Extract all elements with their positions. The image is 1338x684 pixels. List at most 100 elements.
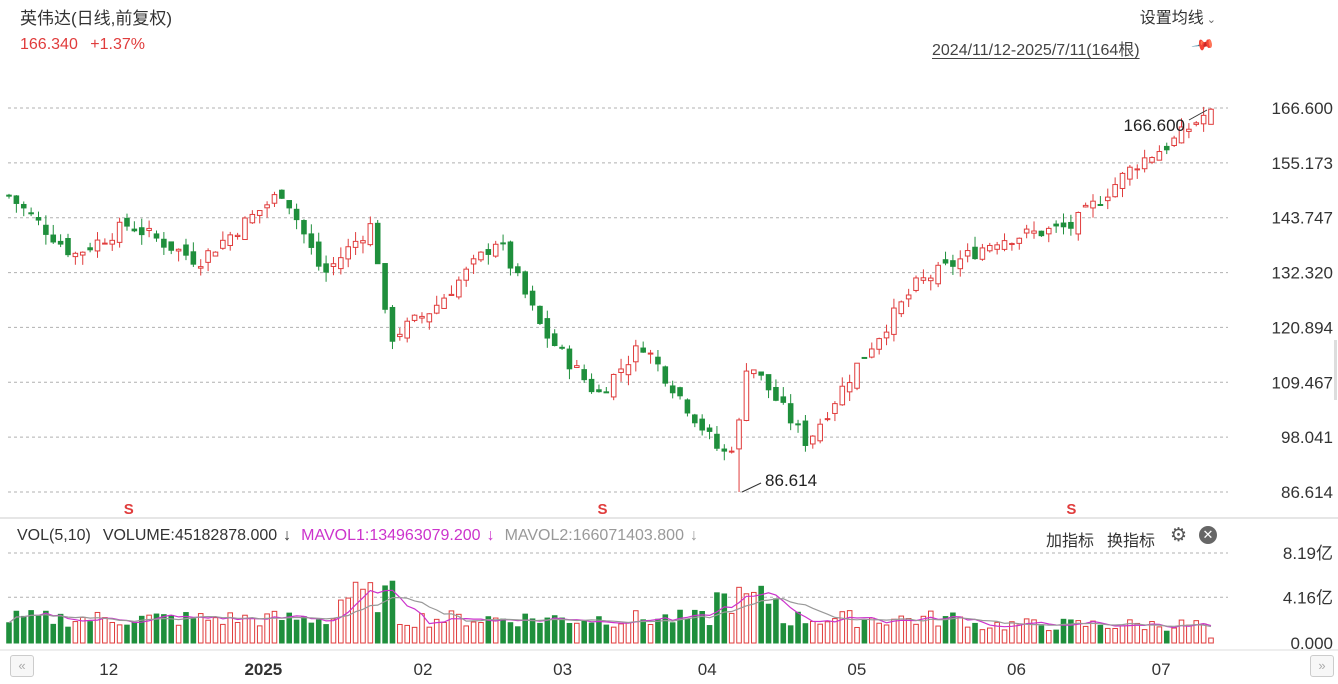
volume-bar-up <box>1149 621 1155 644</box>
volume-bar-up <box>478 622 484 644</box>
price-tick-label: 155.173 <box>1272 154 1333 173</box>
candle-down <box>596 389 602 393</box>
volume-bar-down <box>544 617 551 644</box>
candle-up <box>883 331 890 339</box>
candle-down <box>537 305 543 324</box>
volume-bar-down <box>183 612 189 644</box>
high-pointer <box>1188 109 1208 121</box>
candle-up <box>743 370 750 421</box>
candle-up <box>352 240 359 248</box>
volume-bar-up <box>935 625 941 644</box>
volume-bar-up <box>175 624 182 644</box>
candle-up <box>478 251 484 261</box>
volume-bar-down <box>677 609 683 644</box>
price-tick-label: 143.747 <box>1272 209 1333 228</box>
candle-down <box>677 387 683 397</box>
volume-bar-down <box>581 620 587 644</box>
candle-up <box>839 385 846 406</box>
volume-bar-up <box>647 624 654 644</box>
gear-icon[interactable]: ⚙ <box>1170 525 1188 546</box>
volume-bar-down <box>50 623 57 644</box>
price-tick-label: 166.600 <box>1272 99 1333 118</box>
volume-bar-up <box>1171 627 1177 644</box>
volume-bar-up <box>1045 630 1052 644</box>
ma-settings-button[interactable]: 设置均线 ⌄ <box>1140 4 1216 28</box>
signal-marker: S <box>1066 501 1076 518</box>
volume-bar-down <box>161 614 167 644</box>
candle-down <box>714 433 720 449</box>
volume-bar-down <box>1097 624 1104 644</box>
candle-down <box>603 391 610 394</box>
candle-down <box>515 266 521 274</box>
scrollbar[interactable] <box>1334 340 1337 400</box>
volume-bar-down <box>382 585 388 644</box>
candle-up <box>109 239 116 245</box>
volume-bar-up <box>728 612 735 644</box>
scroll-left-button[interactable]: « <box>10 655 34 677</box>
arrow-down-icon: ↓ <box>283 527 292 544</box>
volume-bar-up <box>72 621 79 644</box>
candle-up <box>360 240 366 244</box>
volume-bar-down <box>6 622 12 644</box>
candle-up <box>146 227 152 231</box>
volume-bars <box>6 580 1214 644</box>
volume-bar-up <box>345 597 352 644</box>
volume-bar-up <box>743 593 750 644</box>
volume-bar-down <box>780 623 787 644</box>
volume-bar-down <box>802 623 809 644</box>
volume-bar-up <box>227 612 234 644</box>
volume-bar-down <box>286 612 293 644</box>
candle-up <box>957 258 964 270</box>
candle-down <box>692 414 698 424</box>
volume-bar-up <box>891 618 897 644</box>
add-indicator-button[interactable]: 加指标 <box>1046 533 1095 550</box>
candle-up <box>1016 237 1023 244</box>
candle-up <box>846 382 853 393</box>
candle-down <box>529 290 536 306</box>
volume-tick-label: 4.16亿 <box>1283 588 1333 607</box>
volume-bar-up <box>876 622 882 644</box>
candle-up <box>1141 157 1148 170</box>
candle-down <box>6 194 12 197</box>
volume-tick-label: 0.000 <box>1290 634 1333 653</box>
arrow-down-icon: ↓ <box>689 527 698 544</box>
volume-bar-up <box>1023 618 1030 644</box>
candle-up <box>242 217 248 241</box>
volume-bar-up <box>633 610 639 644</box>
candle-up <box>197 266 204 269</box>
swap-indicator-button[interactable]: 换指标 <box>1107 533 1156 550</box>
candle-up <box>1104 196 1111 202</box>
volume-bar-up <box>404 624 410 644</box>
candle-up <box>256 210 263 216</box>
volume-bar-down <box>87 621 93 644</box>
volume-bar-down <box>1038 625 1045 644</box>
candle-up <box>854 362 860 389</box>
volume-bar-up <box>441 621 447 644</box>
volume-bar-down <box>861 619 868 644</box>
candle-down <box>382 263 388 310</box>
mavol2-line <box>8 597 1212 628</box>
candle-down <box>28 212 34 215</box>
volume-bar-up <box>1200 623 1207 644</box>
volume-bar-down <box>1163 630 1170 644</box>
candle-up <box>1149 157 1155 163</box>
candle-down <box>758 371 764 376</box>
volume-bar-down <box>485 616 492 644</box>
scroll-right-button[interactable]: » <box>1310 655 1334 677</box>
candle-up <box>345 246 352 260</box>
volume-bar-up <box>1016 624 1023 644</box>
candle-down <box>389 306 396 342</box>
price-info: 166.340 +1.37% <box>20 36 153 54</box>
candle-up <box>1200 114 1207 125</box>
candle-up <box>994 244 1000 250</box>
volume-bar-up <box>1178 619 1185 644</box>
volume-bar-down <box>153 613 160 644</box>
volume-bar-down <box>293 619 300 644</box>
date-range-link[interactable]: 2024/11/12-2025/7/11(164根) <box>932 42 1140 59</box>
signal-marker: S <box>598 501 608 518</box>
volume-value: VOLUME:45182878.000 <box>102 527 278 544</box>
candle-up <box>979 247 986 260</box>
volume-bar-down <box>507 622 514 644</box>
close-icon[interactable]: ✕ <box>1199 526 1217 544</box>
